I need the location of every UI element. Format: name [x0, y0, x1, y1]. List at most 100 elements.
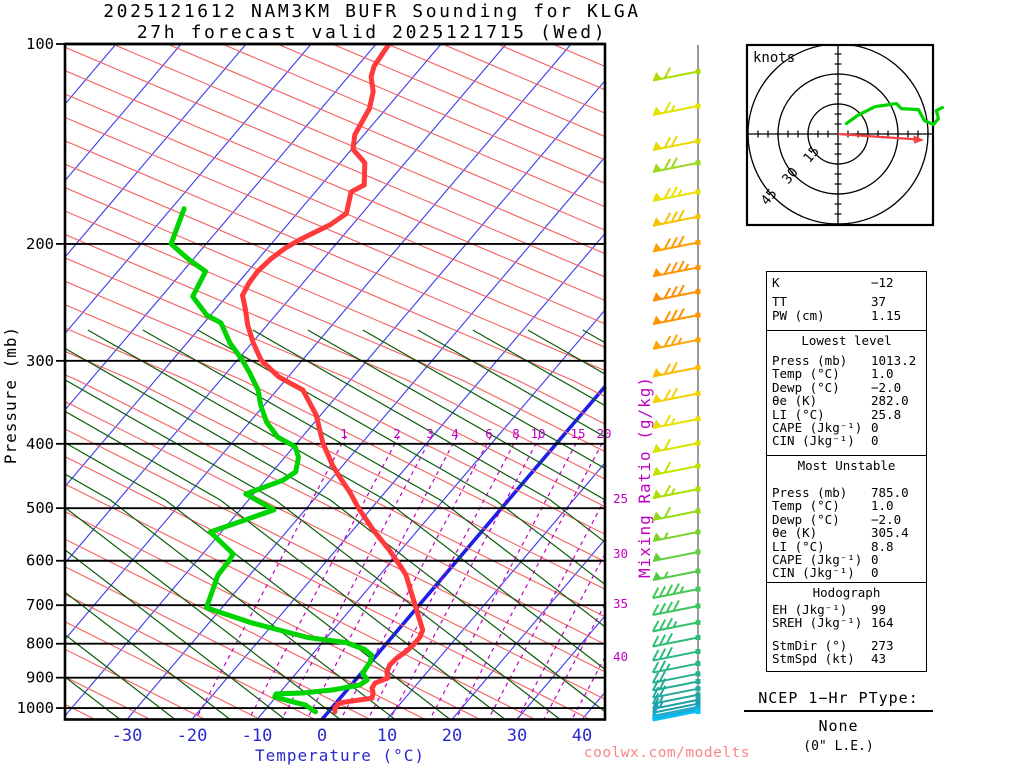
watermark-link[interactable]: coolwx.com/modelts: [583, 745, 750, 761]
moist-adiabat-line: [472, 329, 605, 407]
mixing-ratio-line: [389, 435, 541, 720]
dry-adiabat-line: [65, 233, 605, 480]
dry-adiabat-line: [65, 400, 605, 673]
pressure-tick-label: 900: [26, 669, 54, 687]
mixing-ratio-line: [543, 603, 605, 720]
hodograph-grid: [748, 46, 932, 224]
wind-barb-base-dot: [695, 619, 701, 625]
mixing-ratio-value: 25: [613, 491, 628, 506]
wind-barb-full: [651, 649, 660, 662]
mixing-ratio-value: 10: [530, 426, 545, 441]
wind-barb: [651, 646, 701, 662]
panel-row-value: 1013.2: [871, 353, 917, 368]
moist-adiabat-line: [142, 329, 605, 628]
wind-barb-full: [663, 187, 672, 200]
isotherm-line: [65, 44, 247, 258]
dry-adiabat-line: [332, 44, 605, 161]
wind-barb: [651, 670, 701, 684]
wind-barb-half: [670, 417, 676, 425]
dry-adiabat-line: [65, 538, 426, 720]
wind-barb-full: [651, 697, 660, 710]
panel-row-value: 8.8: [871, 538, 894, 554]
dry-adiabat-line: [65, 46, 605, 278]
wind-barb-shaft: [652, 662, 699, 674]
ncep-ptype-liquid-equiv: (0" L.E.): [803, 739, 874, 754]
wind-barb-half: [670, 104, 676, 112]
wind-barb-full: [663, 287, 672, 299]
ncep-ptype-title: NCEP 1−Hr PType:: [744, 689, 933, 712]
wind-barb-half: [665, 663, 671, 671]
wind-barb-shaft: [652, 314, 699, 326]
storm-motion-arrow: [837, 132, 917, 141]
mixing-ratio-value: 15: [570, 426, 585, 441]
panel-row-label: PW (cm): [772, 307, 825, 323]
wind-barb-base-dot: [695, 603, 701, 609]
wind-barb-shaft: [652, 672, 699, 684]
wind-barb-base-dot: [695, 692, 701, 698]
skewt-background-lines: [65, 44, 605, 720]
wind-barb-full: [658, 648, 667, 660]
wind-barb-base-dot: [695, 416, 701, 422]
wind-barb-full: [670, 211, 678, 223]
wind-barb-full: [670, 361, 678, 374]
wind-barb-pennant: [652, 466, 662, 476]
wind-barb-base-dot: [695, 289, 701, 295]
dry-adiabat-line: [65, 140, 605, 372]
wind-barb-half: [677, 189, 683, 197]
panel-box-indices: K −12 TT 37 PW (cm) 1.15: [766, 271, 927, 331]
pressure-tick-label: 700: [26, 596, 54, 614]
wind-barb-pennant: [652, 419, 662, 428]
wind-barb-half: [677, 337, 683, 345]
wind-barb-full: [663, 263, 672, 275]
mixing-ratio-line: [306, 435, 458, 720]
mixing-ratio-value: 40: [613, 649, 628, 664]
panel-box-header: Hodograph: [812, 585, 881, 600]
wind-barb-full: [677, 209, 685, 222]
wind-barb-base-dot: [695, 635, 701, 641]
wind-barb-full: [665, 646, 673, 659]
hodograph-ring-label: 30: [779, 165, 802, 188]
wind-barb-full: [670, 285, 678, 298]
temperature-curve: [240, 44, 426, 715]
wind-barb: [651, 709, 701, 722]
wind-barb-full: [651, 679, 660, 691]
temp-tick-label: -20: [177, 726, 208, 746]
wind-barb: [651, 583, 701, 600]
panel-row-label: TT: [772, 294, 788, 310]
panel-box-hodograph: Hodograph EH (Jkg⁻¹) 99 SREH (Jkg⁻¹) 164 StmD…: [766, 582, 927, 672]
wind-barb-full: [663, 335, 672, 348]
panel-row-value: −2.0: [871, 379, 902, 395]
wind-barb-column: [651, 45, 701, 722]
dry-adiabat-line: [65, 187, 605, 425]
moist-adiabat-line: [87, 329, 605, 671]
panel-row-label: CAPE (Jkg⁻¹): [772, 419, 863, 435]
wind-barb: [651, 678, 701, 692]
wind-barb-base-dot: [695, 68, 701, 74]
dry-adiabat-line: [65, 327, 605, 590]
moist-adiabat-line: [252, 329, 605, 543]
mixing-ratio-line: [281, 435, 433, 720]
pressure-tick-label: 300: [26, 352, 54, 370]
mixing-ratio-value: 2: [393, 426, 401, 441]
panel-row-label: StmSpd (kt): [772, 651, 855, 667]
title-line2: 27h forecast valid 2025121715 (Wed): [136, 22, 608, 43]
wind-barb-half: [658, 701, 664, 708]
wind-barb-pennant: [652, 443, 662, 453]
mixing-ratio-axis-title: Mixing Ratio (g/kg): [635, 376, 654, 578]
wind-barb: [652, 549, 701, 562]
wind-barb-half: [658, 695, 664, 703]
wind-barb-half: [651, 714, 657, 721]
wind-barb-full: [651, 587, 660, 599]
wind-barb-shaft: [652, 707, 699, 719]
hodograph-trace: [844, 101, 945, 127]
wind-barb-shaft: [652, 465, 699, 476]
wind-barb-base-dot: [695, 701, 701, 707]
isotherm-line: [386, 462, 605, 720]
wind-barb-base-dot: [695, 391, 701, 397]
wind-barb-full: [651, 671, 660, 684]
mixing-ratio-line: [487, 498, 605, 720]
wind-barb-base-dot: [695, 529, 701, 535]
dry-adiabat-line: [167, 44, 605, 231]
isotherm-line: [65, 79, 605, 717]
